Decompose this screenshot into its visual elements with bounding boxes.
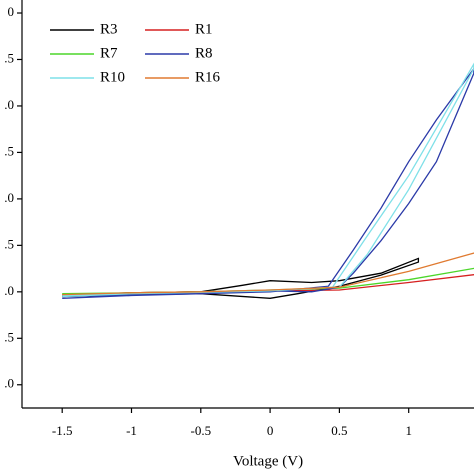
legend-label: R1 (195, 21, 213, 37)
y-tick-label: .0 (4, 97, 14, 112)
y-tick-label: .0 (4, 283, 14, 298)
series-line (62, 62, 474, 298)
y-tick-label: .5 (4, 143, 14, 158)
x-tick-label: -1.5 (52, 423, 73, 438)
legend-label: R8 (195, 45, 213, 61)
x-tick-label: 1 (405, 423, 412, 438)
legend-label: R7 (100, 45, 118, 61)
legend-label: R3 (100, 21, 118, 37)
y-tick-label: .5 (4, 236, 14, 251)
y-tick-label: .5 (4, 329, 14, 344)
x-tick-label: 0 (267, 423, 274, 438)
y-tick-label: .0 (4, 376, 14, 391)
y-tick-label: 0 (8, 4, 15, 19)
series-line (62, 252, 474, 296)
x-tick-label: 0.5 (331, 423, 347, 438)
legend-label: R10 (100, 69, 125, 85)
legend-label: R16 (195, 69, 221, 85)
y-tick-label: .0 (4, 190, 14, 205)
x-tick-label: -0.5 (190, 423, 211, 438)
series-line (62, 257, 420, 299)
x-axis-label: Voltage (V) (233, 453, 303, 469)
x-tick-label: -1 (126, 423, 137, 438)
y-tick-label: .5 (4, 50, 14, 65)
